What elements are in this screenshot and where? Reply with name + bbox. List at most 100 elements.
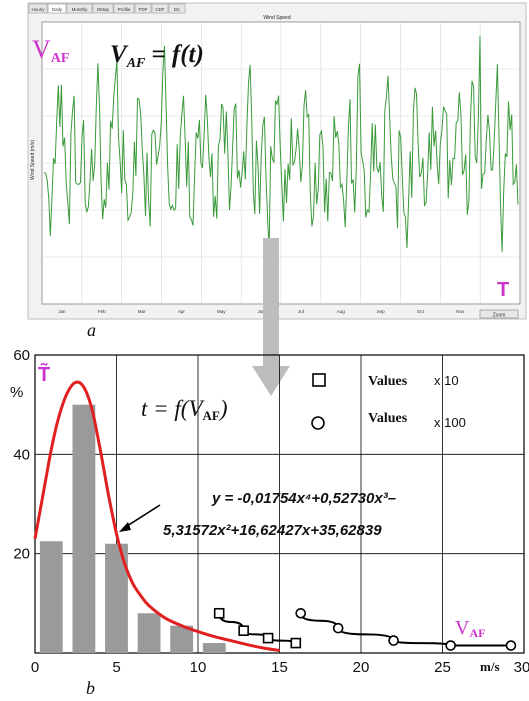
x-tick-label: 30 (514, 659, 529, 676)
month-label: Aug (337, 309, 346, 314)
legend-item-squares: Values x 10 (312, 373, 459, 389)
tab-dmap[interactable]: DMap (92, 3, 114, 14)
series-line-square (218, 613, 297, 644)
month-label: Sep (377, 309, 386, 314)
end-label-t: T (497, 279, 509, 301)
month-label: Feb (98, 309, 106, 314)
legend-factor: x 10 (434, 373, 459, 388)
transition-arrow (252, 238, 290, 396)
tab-strip: Hourly Daily Monthly DMap Profile PDF CD… (28, 3, 186, 14)
legend-factor: x 100 (434, 415, 466, 430)
formula-b-close: ) (218, 396, 228, 421)
wind-speed-line (43, 36, 519, 253)
panel-b-x-ticks: 0 5 10 15 20 25 30 (31, 659, 529, 676)
panel-b-xlabel: m/s (480, 659, 500, 674)
y-tick-label: 20 (13, 546, 30, 563)
tab-monthly[interactable]: Monthly (66, 3, 93, 14)
tab-label: PDF (139, 7, 148, 12)
square-marker (262, 632, 274, 644)
tab-pdf[interactable]: PDF (134, 3, 152, 14)
equation-line-2: 5,31572x²+16,62427x+35,6283​9 (163, 522, 382, 539)
equation-arrow (119, 504, 161, 532)
tab-hourly[interactable]: Hourly (28, 3, 48, 14)
tab-daily[interactable]: Daily (47, 3, 67, 14)
panel-a: Hourly Daily Monthly DMap Profile PDF CD… (27, 2, 527, 340)
histogram-bar (202, 643, 226, 653)
month-label: Apr (178, 309, 186, 314)
formula-b-main: t = f(V (141, 396, 205, 421)
fit-curve (33, 380, 280, 652)
legend-square-marker (312, 373, 326, 387)
panel-b-series (213, 607, 517, 651)
panel-a-ylabel: Wind Speed (m/s) (30, 140, 36, 180)
panel-a-title: Wind Speed (263, 15, 290, 21)
month-label: Mar (138, 309, 146, 314)
circle-marker (332, 622, 344, 634)
panel-b-y-ticks: 20 40 60 (13, 347, 30, 563)
formula-b-sub: AF (203, 408, 220, 423)
month-label: Oct (417, 309, 425, 314)
zoom-control[interactable]: Zoom (479, 309, 519, 319)
square-marker (213, 607, 225, 619)
month-label: Jul (298, 309, 304, 314)
month-label: Nov (456, 309, 465, 314)
tab-cdf[interactable]: CDF (151, 3, 169, 14)
corner-label-sub: AF (469, 626, 485, 640)
formula-b: t = f(VAF) (141, 396, 228, 423)
panel-b-ylabel: % (10, 384, 23, 401)
histogram-bar (105, 543, 128, 653)
legend: Values x 10 Values x 100 (311, 373, 466, 430)
month-label: May (217, 309, 226, 314)
panel-b-ytitle: T̃ (38, 362, 50, 386)
x-tick-label: 20 (353, 659, 370, 676)
tab-label: CDF (155, 7, 164, 12)
histogram-bar (39, 541, 63, 653)
y-tick-label: 40 (13, 446, 30, 463)
corner-label-sub: AF (51, 51, 70, 66)
formula-sub: AF (126, 56, 146, 71)
circle-marker (505, 640, 517, 651)
corner-label-vaf-a: VAF (32, 35, 69, 66)
square-marker (238, 625, 249, 636)
histogram-bar (72, 404, 96, 653)
corner-label-main: V (32, 35, 51, 64)
tab-label: Monthly (72, 7, 89, 12)
month-label: Jun (257, 309, 265, 314)
equation-line-1: y = -0,01754x⁴+0,52730x³– (211, 490, 396, 507)
tab-label: Daily (52, 7, 63, 12)
y-tick-label: 60 (13, 347, 30, 364)
zoom-label: Zoom (493, 313, 506, 319)
circle-marker (295, 607, 306, 619)
tab-label: Hourly (31, 7, 45, 12)
formula-rhs: = f(t) (151, 41, 203, 68)
x-tick-label: 0 (31, 659, 39, 676)
x-tick-label: 10 (190, 659, 207, 676)
tab-label: Profile (118, 7, 131, 12)
month-label: Jan (58, 309, 66, 314)
corner-label-vaf-b: VAF (455, 617, 485, 640)
square-marker (290, 637, 302, 649)
x-tick-label: 25 (434, 659, 451, 676)
panel-label-b: b (86, 678, 95, 698)
circle-marker (388, 635, 399, 646)
x-tick-label: 5 (112, 659, 120, 676)
circle-marker (445, 640, 456, 651)
tab-dc[interactable]: DC (168, 3, 186, 14)
legend-item-circles: Values x 100 (311, 411, 466, 430)
corner-label-main: V (455, 617, 470, 639)
legend-label: Values (368, 374, 408, 389)
tab-label: DMap (97, 7, 110, 12)
formula-lhs: V (110, 41, 129, 68)
formula-a: VAF = f(t) (110, 41, 204, 71)
x-tick-label: 15 (271, 659, 288, 676)
tab-profile[interactable]: Profile (113, 3, 135, 14)
histogram-bar (170, 625, 194, 653)
tab-label: DC (174, 7, 181, 12)
legend-label: Values (368, 411, 408, 426)
histogram-bar (137, 613, 161, 653)
legend-circle-marker (311, 416, 325, 430)
panel-b-bars (39, 404, 226, 653)
panel-label-a: a (87, 320, 96, 340)
